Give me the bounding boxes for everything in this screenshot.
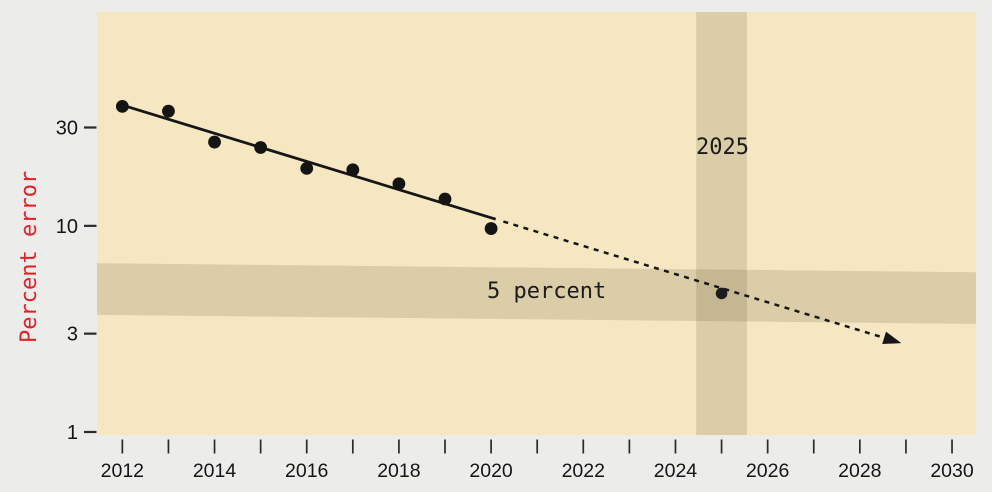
x-axis-tick-label: 2018 [377,460,420,482]
y-axis-title: Percent error [17,170,42,343]
x-axis-tick-label: 2020 [469,460,513,482]
data-point [484,222,498,235]
data-point [300,161,314,175]
x-axis-tick-label: 2028 [838,460,881,482]
x-axis-tick-label: 2024 [654,460,698,482]
y-axis-tick-label: 10 [56,216,78,238]
data-point [254,141,268,154]
highlight-band-5-percent [97,263,976,324]
x-axis-tick-label: 2016 [285,460,328,482]
x-axis-tick-label: 2012 [101,460,144,482]
data-point [162,104,175,118]
data-point [438,192,452,206]
x-axis-tick-label: 2014 [193,460,237,482]
y-axis-tick-label: 1 [67,422,78,444]
annotation-5-percent-label: 5 percent [487,279,607,304]
data-point [392,177,406,191]
y-axis-tick-label: 3 [67,324,78,346]
highlight-band-2025 [696,12,747,435]
annotation-2025-label: 2025 [696,135,749,160]
x-axis-tick-label: 2030 [930,460,974,482]
x-axis-tick-label: 2026 [746,460,789,482]
trend-arrowhead-icon [882,331,902,345]
data-point [346,163,360,177]
x-axis-tick-label: 2022 [562,460,605,482]
trend-line-dashed [502,220,891,341]
trend-line-solid [121,103,497,221]
plot-area [97,12,976,435]
forecast-point [715,287,728,300]
data-point [208,135,221,149]
data-point [115,99,129,113]
y-axis-tick-label: 30 [56,118,78,140]
